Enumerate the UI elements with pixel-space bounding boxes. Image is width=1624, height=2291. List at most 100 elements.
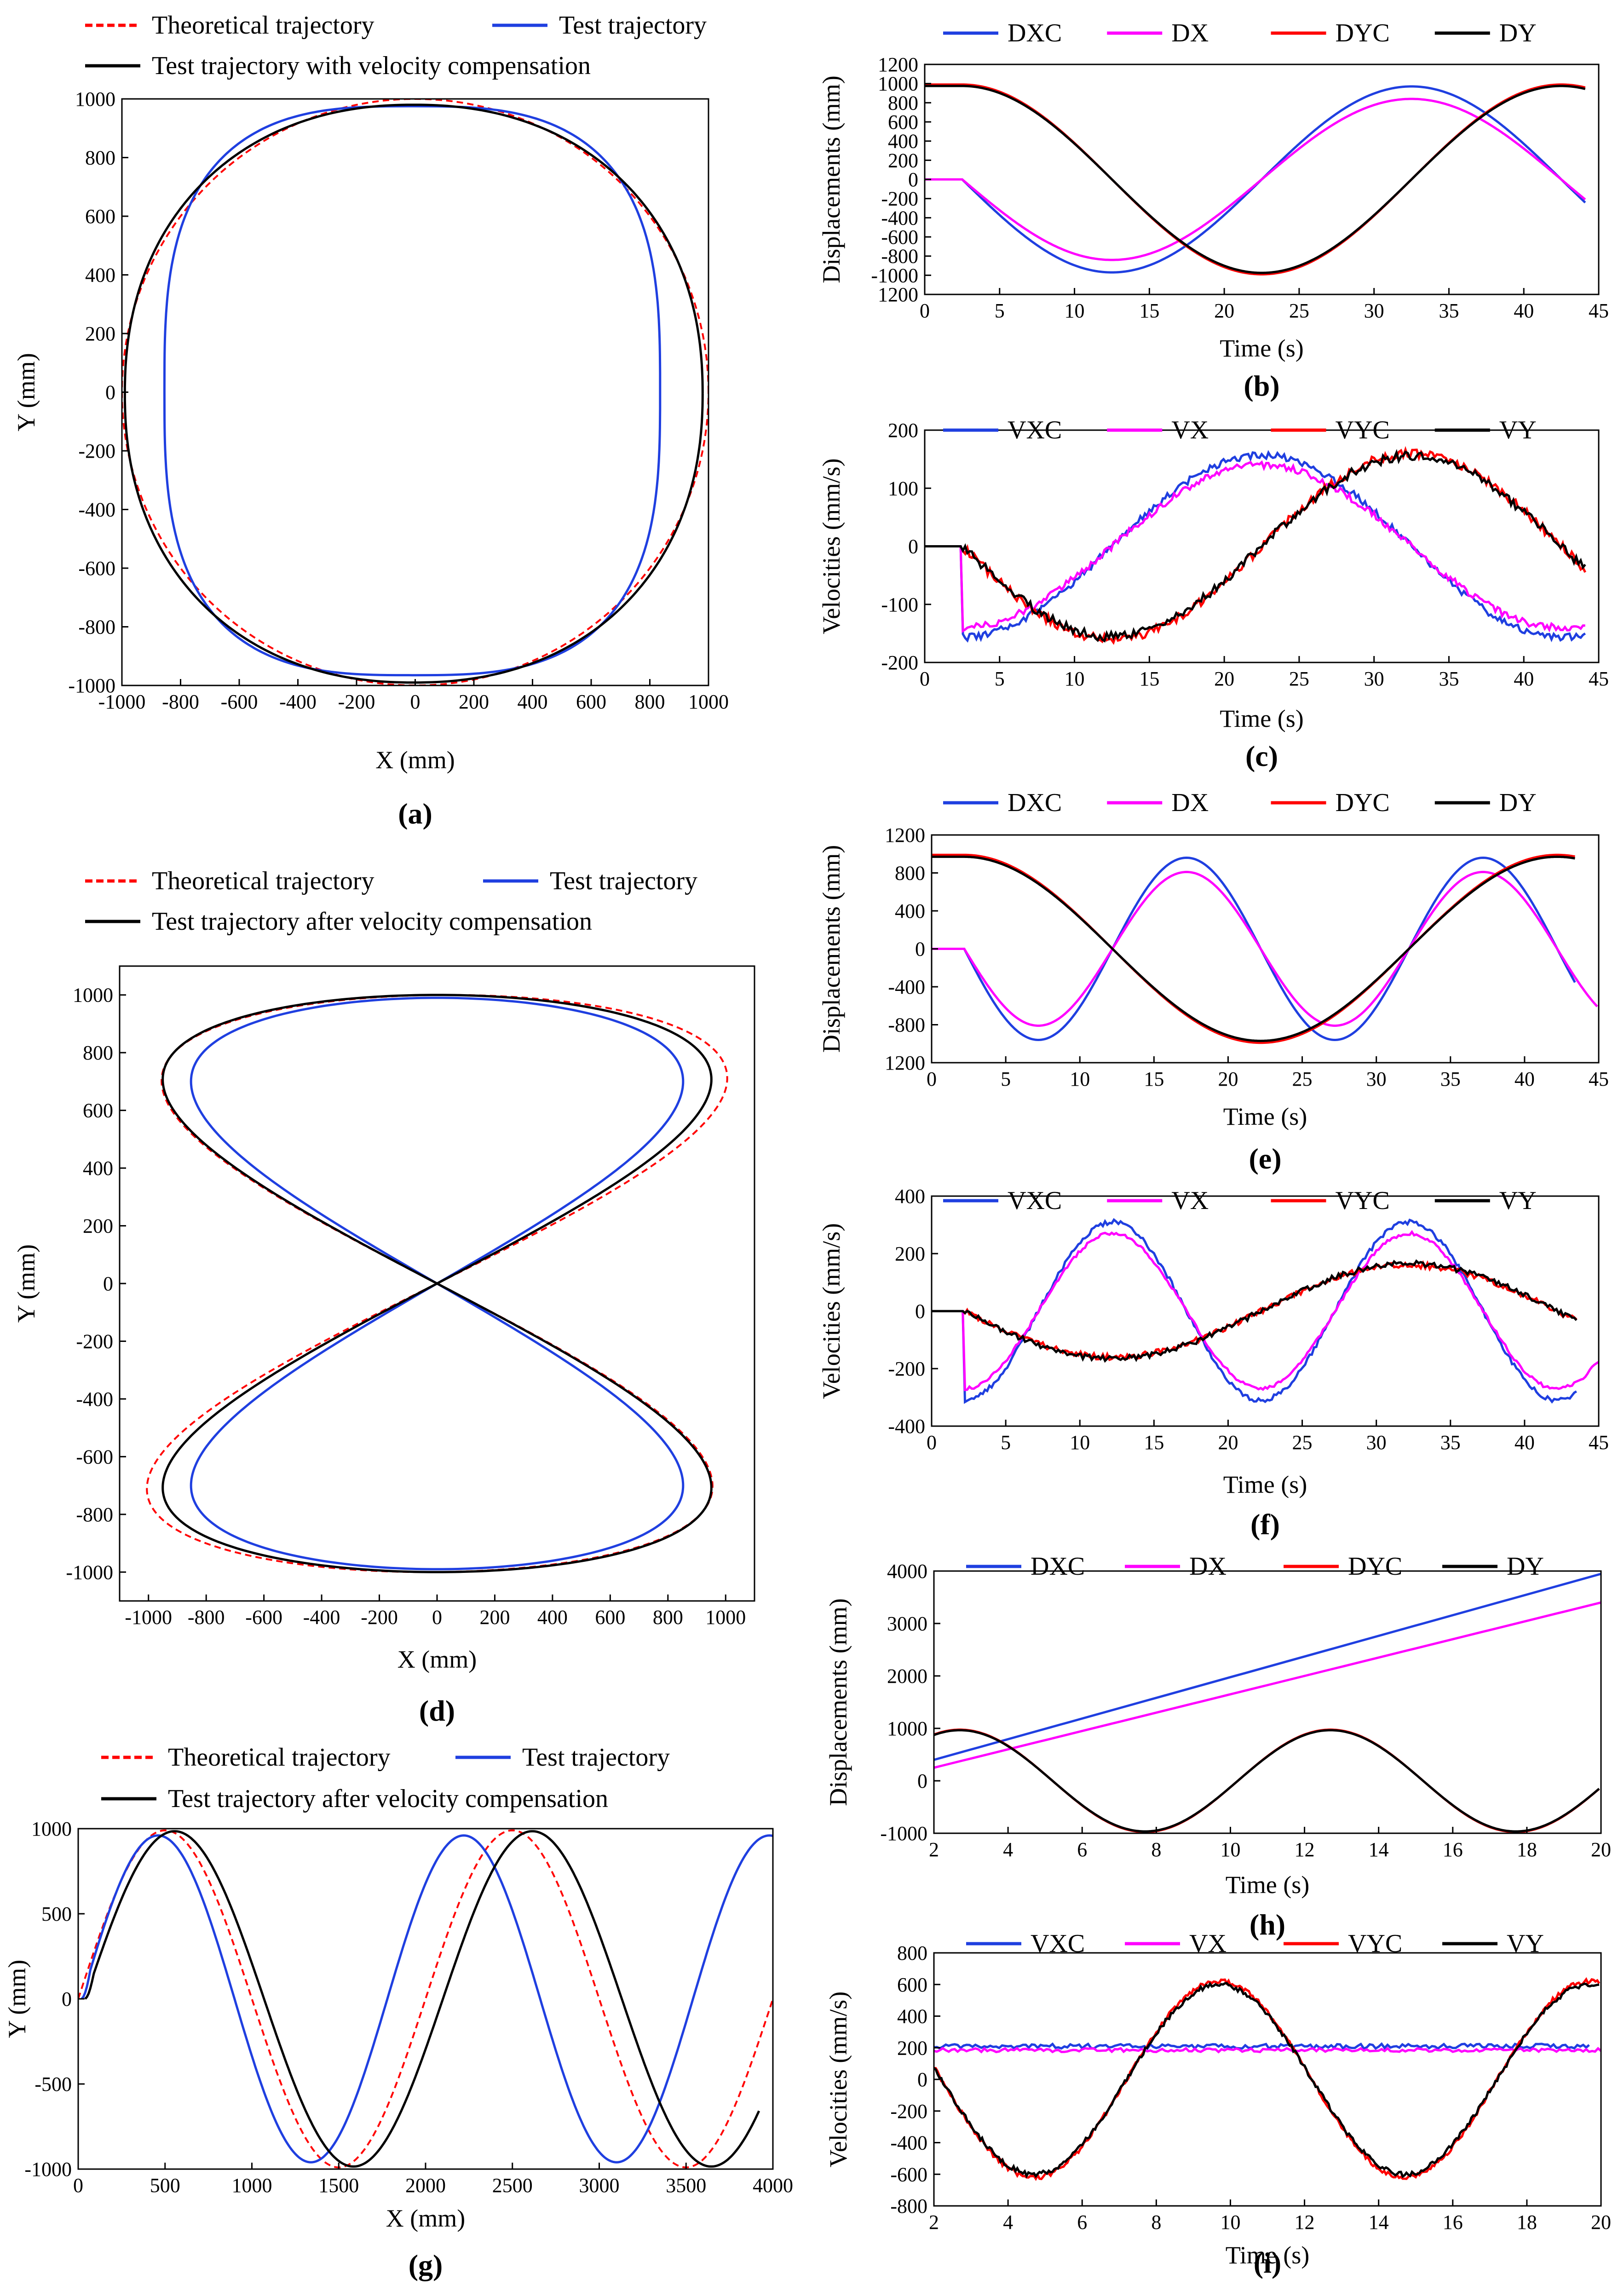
x-tick-label: 0 xyxy=(927,1431,937,1454)
y-tick-label: 0 xyxy=(908,535,918,558)
y-axis-title: Y (mm) xyxy=(12,1244,40,1323)
series-dy xyxy=(934,1729,1600,1833)
x-tick-label: 8 xyxy=(1151,2211,1161,2233)
y-tick-label: -600 xyxy=(78,557,115,580)
x-tick-label: 16 xyxy=(1443,2211,1463,2233)
x-tick-label: 0 xyxy=(410,691,420,713)
x-tick-label: 10 xyxy=(1220,1838,1240,1861)
chart-g: 0 500 1000 1500 2000 2500 3000 3500 4000 1000 500 0… xyxy=(3,1743,793,2281)
x-tick-label: 20 xyxy=(1591,1838,1611,1861)
x-axis-title: Time (s) xyxy=(1226,1871,1310,1899)
series-test-trajectory xyxy=(163,105,662,677)
x-tick-label: 600 xyxy=(595,1606,625,1629)
x-tick-label: 25 xyxy=(1292,1068,1313,1090)
y-tick-label: -400 xyxy=(888,976,925,998)
panel-label: (b) xyxy=(1244,369,1279,402)
plot-frame xyxy=(931,834,1600,1064)
x-tick-label: 12 xyxy=(1295,1838,1315,1861)
chart-d: -1000 -800 -600 -400 -200 0 200 400 600 800 1000 10… xyxy=(12,867,755,1727)
y-tick-label: -200 xyxy=(881,651,918,674)
x-tick-label: 35 xyxy=(1440,1431,1461,1454)
y-tick-label: -800 xyxy=(881,245,918,268)
y-tick-label: -600 xyxy=(76,1445,113,1468)
x-tick-label: 20 xyxy=(1214,299,1234,322)
panel-label: (a) xyxy=(398,797,432,830)
x-tick-label: -400 xyxy=(303,1606,340,1629)
plot-frame xyxy=(121,98,709,686)
x-axis-title: X (mm) xyxy=(397,1646,477,1673)
x-tick-label: 30 xyxy=(1364,668,1384,690)
x-tick-label: 30 xyxy=(1366,1431,1387,1454)
series-theoretical-trajectory xyxy=(78,1829,773,2169)
legend: VXC VX VYC VY xyxy=(966,1929,1544,1958)
y-tick-label: 400 xyxy=(85,264,115,287)
x-tick-label: 30 xyxy=(1364,299,1384,322)
y-tick-label: -200 xyxy=(888,1358,925,1380)
series-dx xyxy=(934,1601,1601,1769)
legend-label: DXC xyxy=(1008,789,1062,817)
x-tick-label: 8 xyxy=(1151,1838,1161,1861)
x-tick-label: -1000 xyxy=(98,691,146,713)
series-vyc xyxy=(934,1977,1601,2181)
x-tick-label: 15 xyxy=(1144,1068,1164,1090)
x-tick-label: 4 xyxy=(1003,1838,1013,1861)
legend-label: DX xyxy=(1171,19,1209,47)
y-tick-label: -400 xyxy=(881,207,918,229)
y-tick-label: 4000 xyxy=(887,1560,927,1583)
plot-frame xyxy=(931,1195,1600,1427)
y-tick-label: -800 xyxy=(888,1014,925,1036)
x-tick-label: 14 xyxy=(1369,2211,1389,2233)
series-test-trajectory-after-velocity-compensation xyxy=(161,994,713,1573)
x-tick-label: 200 xyxy=(479,1606,510,1629)
y-tick-label: 200 xyxy=(888,149,918,172)
y-tick-label: 200 xyxy=(888,419,918,442)
x-axis-title: Time (s) xyxy=(1223,1103,1307,1130)
y-tick-label: -800 xyxy=(76,1503,113,1526)
y-tick-label: 1000 xyxy=(887,1717,927,1740)
x-tick-label: 200 xyxy=(459,691,489,713)
x-tick-label: 14 xyxy=(1369,1838,1389,1861)
y-tick-label: 1000 xyxy=(878,73,918,95)
y-tick-label: 200 xyxy=(897,2037,927,2059)
series-vx xyxy=(932,1230,1599,1392)
x-tick-label: 18 xyxy=(1517,2211,1537,2233)
x-tick-label: 10 xyxy=(1070,1431,1090,1454)
y-tick-label: -400 xyxy=(890,2132,927,2154)
y-axis-title: Velocities (mm/s) xyxy=(818,458,845,634)
legend: Theoretical trajectory Test trajectory Tes… xyxy=(85,867,697,936)
y-tick-label: 200 xyxy=(895,1243,925,1265)
y-tick-label: 0 xyxy=(917,1770,927,1792)
x-tick-label: 3000 xyxy=(579,2174,620,2197)
y-tick-label: 1200 xyxy=(878,53,918,76)
series-vyc xyxy=(932,1260,1578,1363)
x-tick-label: 0 xyxy=(927,1068,937,1090)
legend-label: DYC xyxy=(1348,1552,1402,1581)
plot-frame xyxy=(933,1952,1602,2207)
panel-label: (i) xyxy=(1254,2246,1281,2279)
chart-i: 2 4 6 8 10 12 14 16 18 20 800 600 400 200 0 -200 -400 -60… xyxy=(824,1929,1611,2279)
x-tick-label: 400 xyxy=(537,1606,568,1629)
series-vy xyxy=(932,1259,1578,1363)
x-tick-label: 10 xyxy=(1220,2211,1240,2233)
x-tick-label: 15 xyxy=(1139,668,1159,690)
x-tick-label: 2 xyxy=(929,1838,939,1861)
series-test-trajectory-with-velocity-compensation xyxy=(123,104,704,684)
series-test-trajectory xyxy=(190,996,685,1571)
x-tick-label: -200 xyxy=(338,691,375,713)
legend-label: Test trajectory after velocity compensat… xyxy=(152,907,592,936)
legend: DXC DX DYC DY xyxy=(943,19,1537,47)
y-tick-label: 400 xyxy=(895,900,925,922)
x-tick-label: 40 xyxy=(1514,668,1534,690)
x-tick-label: 12 xyxy=(1295,2211,1315,2233)
legend-label: VYC xyxy=(1336,1186,1390,1215)
series-dy xyxy=(925,85,1586,274)
x-tick-label: 3500 xyxy=(666,2174,706,2197)
y-tick-label: -1000 xyxy=(880,1822,927,1845)
x-axis-title: Time (s) xyxy=(1226,2241,1310,2269)
x-tick-label: 45 xyxy=(1589,1068,1609,1090)
x-tick-label: 18 xyxy=(1517,1838,1537,1861)
series-dxc xyxy=(932,856,1576,1042)
legend: VXC VX VYC VY xyxy=(943,416,1537,444)
legend-label: VY xyxy=(1507,1929,1544,1958)
